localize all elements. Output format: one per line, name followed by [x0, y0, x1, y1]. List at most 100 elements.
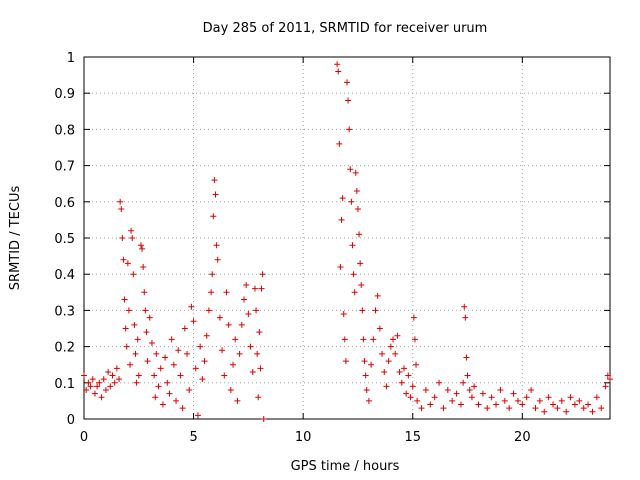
- data-point: [334, 61, 341, 68]
- data-point: [431, 394, 438, 401]
- data-point: [350, 271, 357, 278]
- data-point: [260, 416, 267, 422]
- data-point: [258, 285, 265, 292]
- data-point: [403, 390, 410, 397]
- data-point: [254, 350, 261, 357]
- data-point: [550, 401, 557, 408]
- data-point: [593, 394, 600, 401]
- data-point: [102, 387, 109, 394]
- data-point: [125, 307, 132, 314]
- data-point: [344, 79, 350, 86]
- data-point: [405, 372, 412, 379]
- data-point: [113, 365, 120, 372]
- data-point: [223, 289, 230, 296]
- data-point: [351, 289, 358, 296]
- data-point: [392, 350, 399, 357]
- data-point: [83, 387, 90, 394]
- data-point: [240, 296, 247, 303]
- data-point: [91, 390, 98, 397]
- data-points: [81, 61, 613, 422]
- data-point: [554, 405, 561, 412]
- data-point: [142, 307, 149, 314]
- y-tick-label: 0.2: [54, 341, 75, 356]
- data-point: [256, 329, 263, 336]
- data-point: [219, 347, 226, 354]
- data-point: [607, 376, 613, 383]
- data-point: [211, 177, 218, 184]
- data-point: [134, 336, 141, 343]
- data-point: [143, 329, 150, 336]
- data-point: [212, 191, 219, 198]
- data-point: [488, 394, 495, 401]
- data-point: [208, 289, 215, 296]
- data-point: [390, 336, 397, 343]
- data-point: [461, 303, 468, 310]
- data-point: [347, 166, 354, 173]
- data-point: [381, 368, 388, 375]
- data-point: [159, 401, 166, 408]
- data-point: [227, 387, 234, 394]
- data-point: [166, 390, 173, 397]
- data-point: [353, 187, 360, 194]
- data-point: [453, 390, 460, 397]
- data-point: [602, 383, 609, 390]
- y-tick-label: 0.8: [54, 123, 75, 138]
- data-point: [121, 296, 128, 303]
- data-point: [247, 343, 254, 350]
- data-point: [407, 394, 414, 401]
- data-point: [209, 271, 216, 278]
- data-point: [532, 405, 539, 412]
- data-point: [493, 401, 500, 408]
- data-point: [105, 368, 112, 375]
- data-point: [213, 242, 220, 249]
- data-point: [129, 235, 136, 241]
- x-tick-label: 20: [514, 430, 531, 445]
- data-point: [127, 361, 134, 368]
- data-point: [132, 350, 139, 357]
- data-point: [410, 314, 417, 321]
- data-point: [141, 289, 148, 296]
- data-point: [536, 397, 543, 404]
- data-point: [146, 314, 153, 321]
- y-tick-label: 0.6: [54, 196, 75, 211]
- data-point: [130, 271, 137, 278]
- data-point: [497, 387, 504, 394]
- data-point: [466, 387, 473, 394]
- data-point: [349, 242, 356, 249]
- data-point: [153, 350, 160, 357]
- data-point: [199, 376, 206, 383]
- data-point: [370, 336, 377, 343]
- data-point: [394, 332, 401, 339]
- grid: [84, 57, 610, 419]
- data-point: [409, 383, 416, 390]
- data-point: [157, 365, 164, 372]
- data-point: [155, 383, 162, 390]
- data-point: [181, 325, 188, 332]
- data-point: [81, 372, 87, 379]
- data-point: [133, 379, 140, 386]
- data-point: [365, 397, 372, 404]
- data-point: [563, 408, 570, 415]
- y-tick-label: 0.7: [54, 160, 75, 175]
- data-point: [444, 387, 451, 394]
- data-point: [514, 397, 521, 404]
- data-point: [345, 97, 352, 104]
- data-point: [152, 394, 159, 401]
- data-point: [580, 405, 587, 412]
- data-point: [379, 350, 386, 357]
- data-point: [471, 383, 478, 390]
- data-point: [135, 372, 142, 379]
- data-point: [257, 365, 264, 372]
- data-point: [387, 343, 394, 350]
- data-point: [124, 260, 131, 267]
- data-point: [221, 372, 228, 379]
- y-tick-label: 1: [67, 51, 75, 66]
- data-point: [576, 397, 583, 404]
- data-point: [238, 321, 245, 328]
- data-point: [118, 206, 125, 213]
- data-point: [341, 336, 348, 343]
- data-point: [449, 397, 456, 404]
- data-point: [363, 387, 370, 394]
- data-point: [205, 307, 212, 314]
